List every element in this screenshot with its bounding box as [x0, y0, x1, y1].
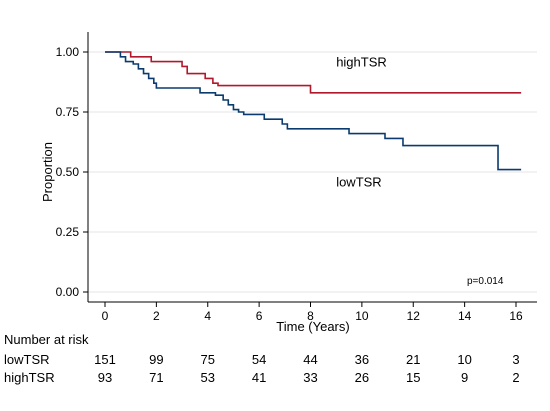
risk-row-label: highTSR: [4, 370, 55, 385]
risk-count: 54: [252, 352, 266, 367]
risk-count: 21: [406, 352, 420, 367]
risk-count: 26: [355, 370, 369, 385]
risk-count: 41: [252, 370, 266, 385]
risk-table: Number at risk lowTSR 151 99 75 54 44 36 21 10 3 h…: [4, 332, 520, 385]
risk-count: 53: [201, 370, 215, 385]
risk-count: 151: [94, 352, 116, 367]
risk-table-title: Number at risk: [4, 332, 89, 347]
y-axis-title: Proportion: [40, 142, 55, 202]
risk-count: 36: [355, 352, 369, 367]
risk-count: 99: [149, 352, 163, 367]
y-tick-label: 0.00: [56, 285, 80, 299]
gridlines: [88, 51, 537, 293]
series-group: [105, 51, 522, 171]
axes: 0.00 0.25 0.50 0.75 1.00 0 2 4 6 8 10 12 14 16: [56, 32, 537, 323]
series-line-lowTSR: [105, 51, 522, 171]
chart-labels: highTSR lowTSR: [336, 54, 387, 189]
risk-count: 15: [406, 370, 420, 385]
risk-count: 93: [98, 370, 112, 385]
series-label-highTSR: highTSR: [336, 54, 387, 69]
x-tick-label: 16: [509, 309, 523, 323]
x-axis-title: Time (Years): [276, 319, 349, 334]
series-label-lowTSR: lowTSR: [336, 174, 382, 189]
risk-count: 44: [303, 352, 317, 367]
risk-count: 9: [461, 370, 468, 385]
risk-count: 10: [457, 352, 471, 367]
risk-count: 3: [512, 352, 519, 367]
x-tick-label: 4: [204, 309, 211, 323]
x-tick-label: 8: [307, 309, 314, 323]
x-tick-label: 14: [458, 309, 472, 323]
series-line-highTSR: [105, 51, 522, 94]
x-tick-label: 10: [355, 309, 369, 323]
x-tick-label: 12: [407, 309, 421, 323]
risk-count: 33: [303, 370, 317, 385]
y-tick-label: 1.00: [56, 45, 80, 59]
p-value-annotation: p=0.014: [467, 276, 504, 287]
risk-row-label: lowTSR: [4, 352, 50, 367]
x-tick-label: 0: [102, 309, 109, 323]
risk-count: 2: [512, 370, 519, 385]
x-tick-label: 2: [153, 309, 160, 323]
risk-count: 71: [149, 370, 163, 385]
y-tick-label: 0.50: [56, 165, 80, 179]
risk-count: 75: [201, 352, 215, 367]
x-tick-label: 6: [256, 309, 263, 323]
y-tick-label: 0.25: [56, 225, 80, 239]
y-tick-label: 0.75: [56, 105, 80, 119]
